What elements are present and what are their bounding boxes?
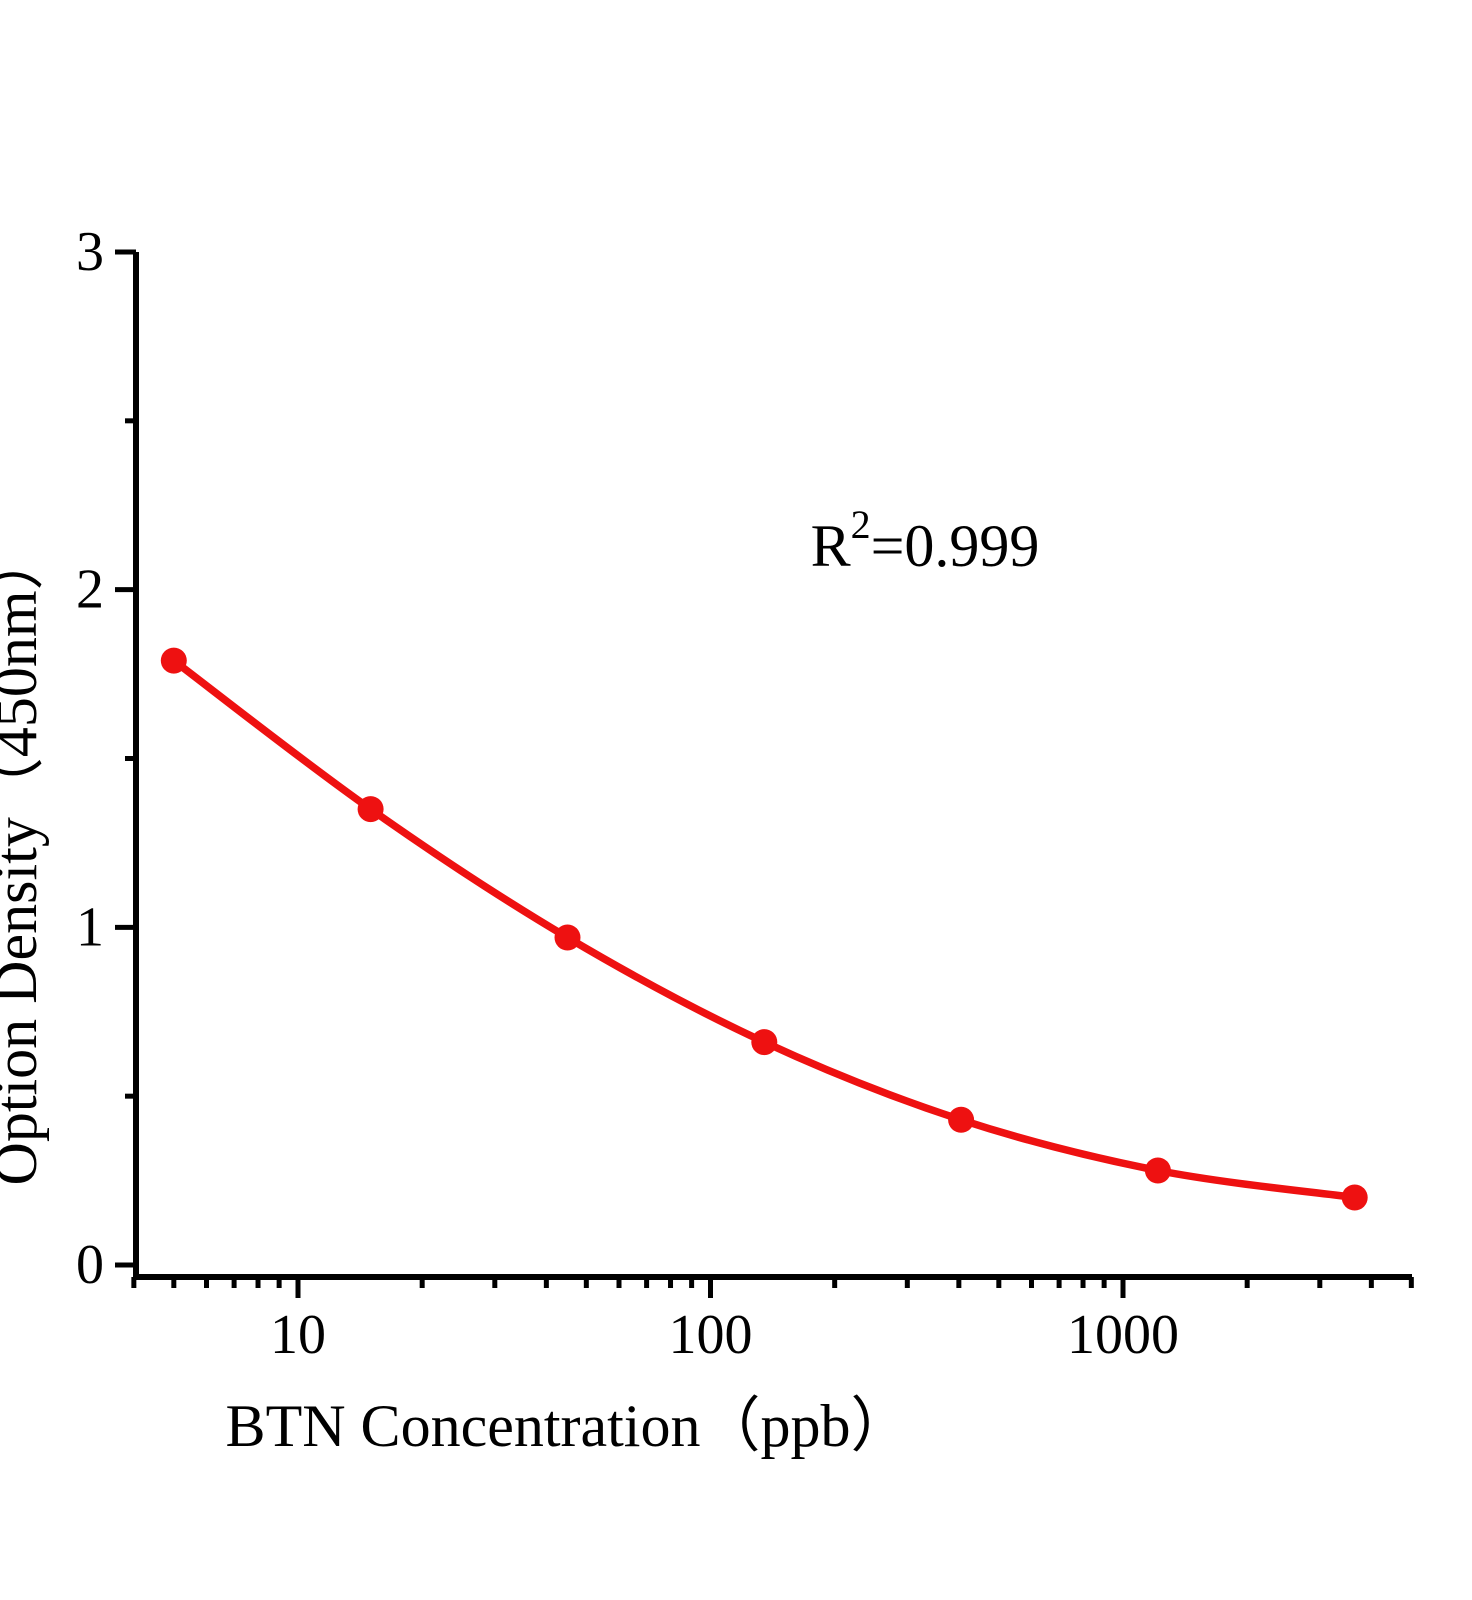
r-squared-value: =0.999: [871, 513, 1040, 579]
y-axis-title: Option Density（450nm）: [0, 531, 49, 1186]
r-squared-superscript: 2: [851, 502, 871, 547]
x-tick-label: 10: [270, 1304, 326, 1366]
r-squared-annotation: R2=0.999: [811, 502, 1040, 579]
data-point: [751, 1029, 778, 1056]
series-curve: [170, 656, 1359, 1202]
data-point: [357, 796, 384, 823]
y-tick-label: 0: [76, 1234, 104, 1296]
x-axis-title: BTN Concentration（ppb）: [226, 1393, 911, 1459]
x-tick-label: 100: [669, 1304, 753, 1366]
y-axis-ticks: [115, 249, 136, 1268]
r-squared-base: R: [811, 513, 851, 579]
y-tick-label: 3: [76, 221, 104, 283]
data-point: [1341, 1184, 1368, 1211]
data-point: [160, 647, 187, 674]
x-tick-label: 1000: [1067, 1304, 1179, 1366]
data-point: [1144, 1157, 1171, 1184]
x-axis-tick-labels: 10 100 1000: [270, 1304, 1179, 1366]
y-tick-label: 1: [76, 896, 104, 958]
y-tick-label: 2: [76, 559, 104, 621]
axis-spines: [133, 252, 1412, 1280]
y-axis-tick-labels: 0 1 2 3: [76, 221, 104, 1296]
data-series: [160, 647, 1368, 1211]
data-point: [948, 1106, 975, 1133]
x-axis-ticks: [131, 1277, 1414, 1298]
data-point: [554, 924, 581, 951]
